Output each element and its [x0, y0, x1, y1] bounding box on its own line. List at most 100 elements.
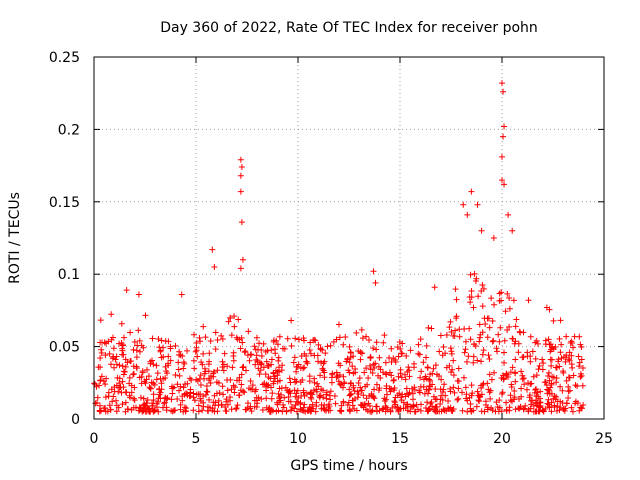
data-point: [286, 375, 293, 382]
data-point: [398, 394, 405, 401]
data-point: [512, 323, 519, 330]
data-point: [278, 367, 285, 374]
data-point: [99, 339, 106, 346]
data-point: [152, 407, 159, 414]
data-point: [355, 380, 362, 387]
data-point: [483, 401, 490, 408]
data-point: [227, 394, 234, 401]
data-point: [120, 384, 127, 391]
data-point: [447, 385, 454, 392]
data-point: [288, 342, 295, 349]
data-point: [230, 357, 237, 364]
data-point: [526, 394, 533, 401]
data-point: [133, 404, 139, 411]
data-point: [455, 395, 462, 402]
data-point: [491, 301, 498, 308]
data-point: [236, 336, 243, 343]
data-point: [548, 381, 555, 388]
data-point: [284, 335, 291, 342]
data-point: [203, 388, 210, 395]
data-point: [127, 394, 134, 401]
data-point: [451, 333, 458, 340]
data-point: [441, 381, 448, 388]
data-point: [220, 367, 227, 374]
data-point: [154, 370, 161, 377]
data-point: [381, 398, 388, 405]
data-point: [198, 359, 205, 366]
data-point: [315, 358, 322, 365]
data-point: [478, 358, 485, 365]
data-point: [321, 402, 328, 409]
data-point: [161, 399, 168, 406]
data-point: [488, 295, 495, 302]
data-point: [292, 379, 299, 386]
data-point: [320, 360, 327, 367]
data-point: [179, 352, 186, 359]
data-point: [375, 372, 382, 379]
data-point: [489, 338, 496, 345]
x-tick-label: 10: [289, 431, 307, 447]
data-point: [163, 368, 170, 375]
data-point: [545, 396, 552, 403]
data-point: [143, 400, 150, 407]
data-point: [292, 335, 299, 342]
data-point: [265, 374, 272, 381]
data-point: [545, 369, 552, 376]
data-point: [212, 402, 219, 409]
data-point: [126, 374, 133, 381]
data-point: [280, 404, 287, 411]
data-point: [122, 399, 129, 406]
data-point: [339, 384, 346, 391]
data-point: [529, 348, 536, 355]
data-point: [559, 387, 566, 394]
data-point: [103, 340, 110, 347]
data-point: [448, 328, 455, 335]
data-point: [228, 386, 235, 393]
data-point: [175, 359, 182, 366]
data-point: [241, 349, 248, 356]
data-point: [390, 355, 397, 362]
data-point: [452, 286, 459, 293]
data-point: [392, 401, 399, 408]
data-point: [92, 400, 99, 407]
data-point: [499, 177, 505, 184]
data-point: [246, 357, 253, 364]
data-point: [471, 270, 478, 277]
data-point: [176, 387, 183, 394]
data-point: [329, 370, 336, 377]
data-point: [150, 397, 157, 404]
data-point: [447, 345, 454, 352]
data-point: [247, 378, 254, 384]
data-point: [417, 383, 424, 390]
data-point: [275, 354, 282, 361]
data-point: [119, 401, 126, 408]
data-point: [214, 367, 221, 374]
data-point: [418, 368, 425, 375]
data-point: [315, 383, 322, 390]
data-point: [486, 324, 493, 331]
data-point: [303, 353, 310, 360]
data-point: [190, 407, 197, 414]
data-point: [492, 408, 499, 415]
data-point: [472, 278, 479, 285]
data-point: [268, 356, 275, 363]
data-point: [330, 338, 337, 345]
data-point: [468, 294, 475, 301]
data-point: [121, 368, 128, 375]
data-point: [518, 385, 525, 392]
data-point: [195, 402, 202, 409]
data-point: [190, 331, 197, 338]
data-point: [205, 361, 212, 368]
data-point: [270, 380, 277, 387]
data-point: [572, 382, 579, 389]
data-point: [276, 377, 283, 384]
data-point: [496, 290, 503, 297]
data-point: [293, 390, 300, 397]
data-point: [328, 379, 335, 386]
data-point: [565, 356, 572, 363]
data-point: [382, 359, 389, 366]
data-point: [141, 404, 148, 411]
data-point: [475, 293, 482, 300]
data-point: [137, 405, 144, 412]
data-point: [180, 365, 187, 372]
